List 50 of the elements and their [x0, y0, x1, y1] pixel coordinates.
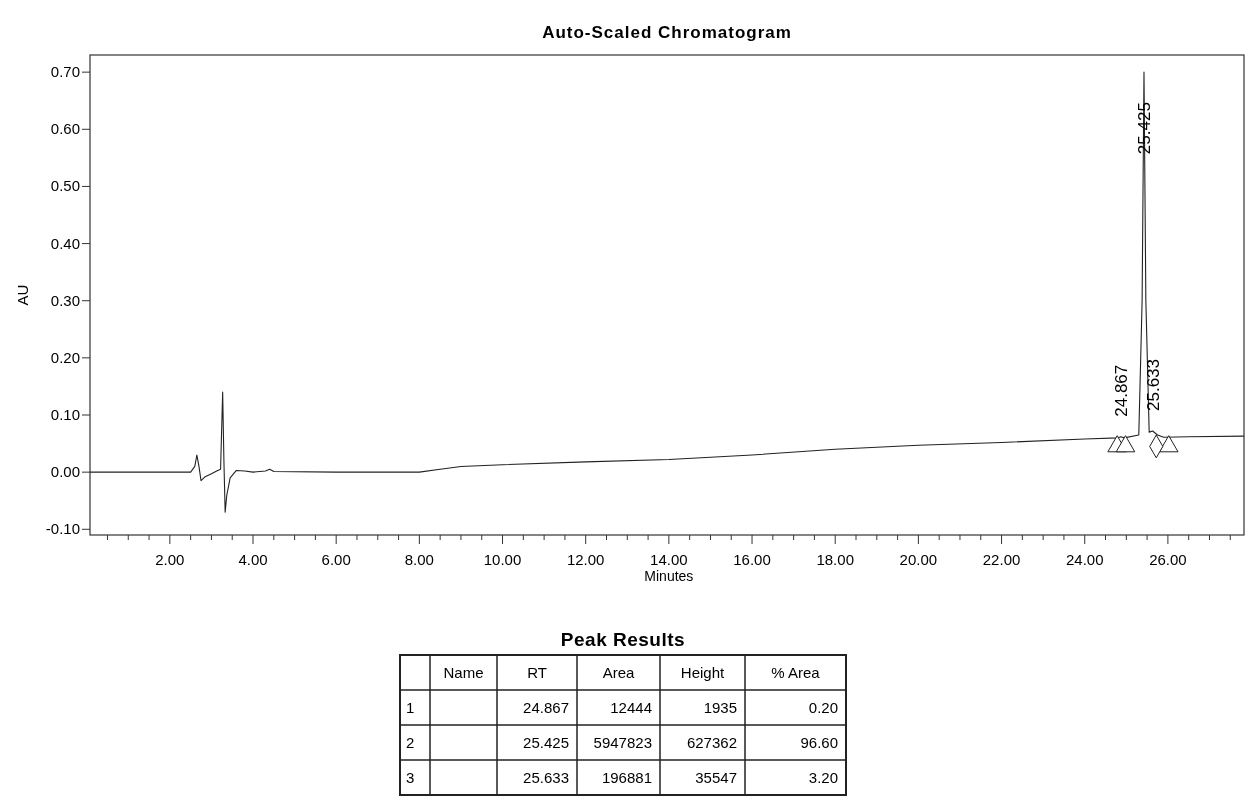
x-tick-label: 10.00 — [483, 551, 522, 568]
text: 12444 — [610, 699, 652, 716]
x-axis-title: Minutes — [644, 568, 694, 584]
text: 627362 — [686, 734, 737, 751]
x-tick-label: 20.00 — [899, 551, 938, 568]
text: 24.867 — [523, 699, 569, 716]
y-tick-label: 0.70 — [50, 63, 80, 81]
line-series — [89, 71, 1245, 513]
text: Peak Results — [560, 629, 686, 650]
y-tick-label: 0.60 — [50, 120, 80, 138]
y-axis-title: AU — [14, 284, 31, 306]
text: 3.20 — [808, 769, 838, 786]
x-tick-label: 26.00 — [1149, 551, 1187, 568]
x-tick-label: 6.00 — [321, 551, 351, 568]
x-tick-label: 16.00 — [733, 551, 771, 568]
chart-title: Auto-Scaled Chromatogram — [542, 23, 792, 42]
y-tick-label: 0.50 — [50, 177, 80, 195]
y-tick-label: 0.30 — [50, 291, 80, 309]
x-tick-label: 14.00 — [650, 551, 688, 568]
x-tick-label: 24.00 — [1065, 551, 1104, 568]
y-tick-label: 0.00 — [50, 463, 80, 481]
x-tick-label: 22.00 — [982, 551, 1021, 568]
text: 1 — [406, 699, 415, 716]
category-label: % Area — [771, 664, 821, 681]
y-tick-label: -0.10 — [45, 520, 80, 538]
x-tick-label: 2.00 — [155, 551, 185, 568]
category-label: Name — [443, 664, 484, 681]
x-tick-label: 18.00 — [816, 551, 854, 568]
annotation: 24.867 — [1111, 364, 1131, 417]
text: 25.425 — [523, 734, 569, 751]
category-label: Height — [680, 664, 726, 681]
annotation: 25.633 — [1143, 359, 1163, 411]
text: 196881 — [601, 769, 652, 786]
annotation: 25.425 — [1134, 102, 1154, 155]
x-tick-label: 12.00 — [566, 551, 605, 568]
text: 0.20 — [808, 699, 838, 716]
text: 25.633 — [523, 769, 569, 786]
y-tick-label: 0.10 — [50, 406, 80, 423]
category-label: RT — [527, 664, 547, 681]
category-label: Area — [602, 664, 635, 681]
text: 96.60 — [800, 734, 838, 751]
text: 1935 — [703, 699, 737, 716]
text: 2 — [406, 734, 415, 751]
x-tick-label: 4.00 — [238, 551, 268, 568]
text: 3 — [406, 769, 415, 786]
y-tick-label: 0.40 — [50, 234, 80, 252]
x-tick-label: 8.00 — [404, 551, 434, 568]
text: 35547 — [695, 769, 737, 786]
text: 5947823 — [593, 734, 652, 751]
y-tick-label: 0.20 — [50, 348, 80, 366]
